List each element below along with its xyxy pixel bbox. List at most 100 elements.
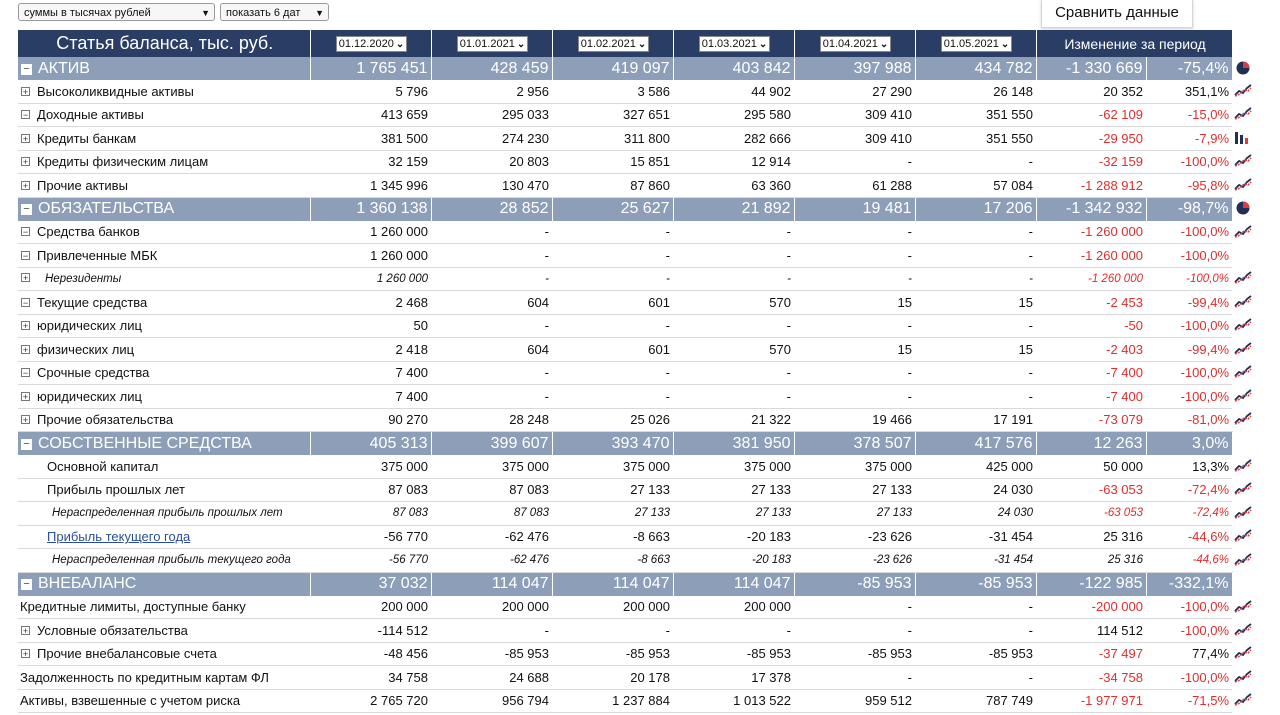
collapse-icon[interactable]: − [21,63,32,75]
date-select[interactable]: 01.01.2021 ⌄ [456,36,529,52]
trend-chart-icon[interactable] [1234,645,1252,659]
expand-icon[interactable]: + [21,391,30,402]
value-cell: 7 400 [310,361,431,385]
row-label: Средства банков [37,224,140,240]
row-label: Доходные активы [37,107,144,123]
value-cell: 2 418 [310,337,431,362]
change-value-cell: -73 079 [1036,408,1146,432]
trend-chart-icon[interactable] [1234,505,1252,519]
collapse-icon[interactable]: − [21,579,32,590]
change-percent-cell: -81,0% [1146,408,1233,432]
value-cell: 63 360 [673,173,794,198]
date-select[interactable]: 01.02.2021 ⌄ [577,36,650,52]
bar-chart-icon[interactable] [1234,130,1252,144]
pie-chart-icon[interactable] [1235,200,1253,215]
change-percent-cell: -98,7% [1146,197,1233,221]
change-value-cell: -122 985 [1036,572,1147,596]
date-select[interactable]: 01.04.2021 ⌄ [819,36,892,52]
row-label: ВНЕБАЛАНС [38,575,137,592]
compare-data-button[interactable]: Сравнить данные [1041,0,1193,28]
row-label-cell: Активы, взвешенные с учетом риска [18,689,310,713]
value-cell: 26 148 [915,80,1036,104]
collapse-icon[interactable]: − [21,250,30,261]
trend-chart-icon[interactable] [1234,599,1252,613]
row-label: Текущие средства [37,294,148,310]
column-header-date: 01.12.2020 ⌄ [310,30,432,57]
trend-chart-icon[interactable] [1234,669,1252,683]
change-percent-cell: 3,0% [1146,431,1233,455]
column-header-change: Изменение за период [1036,30,1233,57]
row-label-cell: + Нерезиденты [18,267,310,291]
trend-chart-icon[interactable] [1234,153,1252,167]
collapse-icon[interactable]: − [21,110,30,121]
change-value-cell: -1 260 000 [1036,220,1146,244]
change-percent-cell: -99,4% [1146,337,1233,362]
trend-chart-icon[interactable] [1234,341,1252,355]
expand-icon[interactable]: + [21,157,30,168]
trend-chart-icon[interactable] [1234,83,1252,97]
trend-chart-icon[interactable] [1234,411,1252,425]
collapse-icon[interactable]: − [21,204,32,215]
trend-chart-icon[interactable] [1234,552,1252,566]
dates-count-select[interactable]: показать 6 дат ▼ [220,3,329,21]
pie-chart-icon[interactable] [1235,60,1253,75]
expand-icon[interactable]: + [21,321,30,332]
value-cell: 375 000 [431,455,552,479]
expand-icon[interactable]: + [21,133,30,144]
value-cell: 604 [431,290,552,315]
trend-chart-icon[interactable] [1234,458,1252,472]
expand-icon[interactable]: + [21,649,30,660]
chevron-down-icon: ⌄ [1000,39,1010,50]
value-cell: -114 512 [310,618,431,643]
expand-icon[interactable]: + [21,625,30,636]
value-cell: -85 953 [552,642,673,666]
value-cell: - [794,314,915,338]
change-percent-cell: -100,0% [1146,595,1233,619]
trend-chart-icon[interactable] [1234,270,1252,284]
expand-icon[interactable]: + [21,180,30,191]
date-select[interactable]: 01.12.2020 ⌄ [335,36,408,52]
value-cell: 295 033 [431,103,552,127]
collapse-icon[interactable]: − [21,297,30,308]
trend-chart-icon[interactable] [1234,388,1252,402]
date-select[interactable]: 01.05.2021 ⌄ [940,36,1013,52]
value-cell: -56 770 [310,525,431,549]
change-percent-cell: -100,0% [1146,384,1233,409]
value-cell: - [552,384,673,409]
change-value-cell: 25 316 [1036,548,1146,573]
value-cell: 19 481 [794,197,916,221]
value-cell: 57 084 [915,173,1036,198]
value-cell: 570 [673,290,794,315]
trend-chart-icon[interactable] [1234,317,1252,331]
change-percent-cell: -100,0% [1146,243,1233,268]
row-label[interactable]: Прибыль текущего года [47,529,191,545]
collapse-icon[interactable]: − [21,438,32,450]
trend-chart-icon[interactable] [1234,692,1252,706]
table-row: + Прочие внебалансовые счета -48 456 -85 95… [18,642,1252,666]
value-cell: 1 360 138 [310,197,432,221]
value-cell: - [915,220,1036,244]
trend-chart-icon[interactable] [1234,106,1252,120]
date-select[interactable]: 01.03.2021 ⌄ [698,36,771,52]
expand-icon[interactable]: + [21,272,30,283]
value-cell: 114 047 [431,572,553,596]
row-label-cell: + юридических лиц [18,384,310,409]
table-row: Прибыль текущего года -56 770 -62 476 -8 66… [18,525,1252,549]
collapse-icon[interactable]: − [21,368,30,379]
value-cell: 399 607 [431,431,553,455]
value-cell: 413 659 [310,103,431,127]
trend-chart-icon[interactable] [1234,622,1252,636]
trend-chart-icon[interactable] [1234,294,1252,308]
collapse-icon[interactable]: − [21,227,30,238]
row-label-cell: + Кредиты физическим лицам [18,150,310,174]
units-select[interactable]: суммы в тысячах рублей ▼ [18,3,215,21]
trend-chart-icon[interactable] [1234,528,1252,542]
expand-icon[interactable]: + [21,86,30,97]
trend-chart-icon[interactable] [1234,224,1252,238]
expand-icon[interactable]: + [21,415,30,426]
trend-chart-icon[interactable] [1234,364,1252,378]
trend-chart-icon[interactable] [1234,177,1252,191]
expand-icon[interactable]: + [21,344,30,355]
value-cell: 570 [673,337,794,362]
trend-chart-icon[interactable] [1234,481,1252,495]
